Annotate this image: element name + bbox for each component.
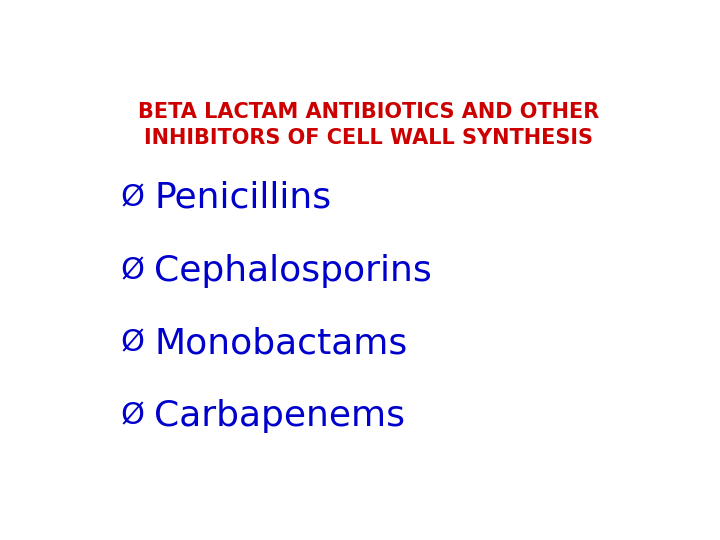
Text: Ø: Ø — [121, 402, 145, 431]
Text: Carbapenems: Carbapenems — [154, 399, 405, 433]
Text: Cephalosporins: Cephalosporins — [154, 254, 432, 288]
Text: Ø: Ø — [121, 256, 145, 285]
Text: Ø: Ø — [121, 184, 145, 212]
Text: Penicillins: Penicillins — [154, 181, 331, 215]
Text: Monobactams: Monobactams — [154, 326, 408, 360]
Text: Ø: Ø — [121, 329, 145, 358]
Text: BETA LACTAM ANTIBIOTICS AND OTHER
INHIBITORS OF CELL WALL SYNTHESIS: BETA LACTAM ANTIBIOTICS AND OTHER INHIBI… — [138, 102, 600, 148]
